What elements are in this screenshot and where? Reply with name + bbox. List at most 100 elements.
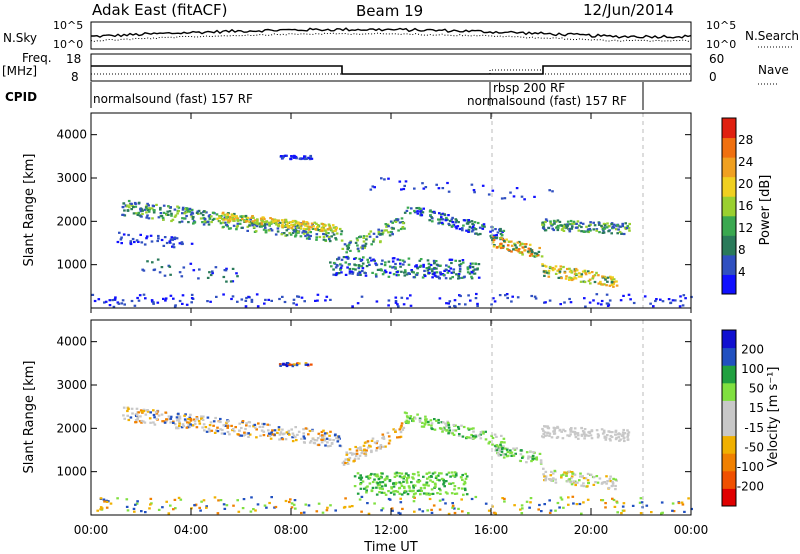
heatmap-cell	[157, 234, 160, 238]
heatmap-cell	[544, 265, 548, 268]
heatmap-cell	[521, 455, 525, 458]
heatmap-cell	[250, 496, 253, 499]
heatmap-cell	[400, 476, 404, 479]
heatmap-cell	[520, 449, 523, 452]
heatmap-cell	[535, 252, 539, 255]
heatmap-cell	[392, 273, 396, 276]
heatmap-cell	[175, 427, 178, 430]
heatmap-cell	[465, 229, 468, 232]
heatmap-cell	[528, 243, 532, 246]
heatmap-cell	[226, 424, 229, 427]
heatmap-cell	[406, 493, 410, 496]
heatmap-cell	[306, 222, 310, 225]
heatmap-cell	[370, 450, 373, 454]
heatmap-cell	[660, 512, 663, 515]
heatmap-cell	[244, 427, 247, 431]
heatmap-cell	[445, 264, 448, 267]
heatmap-cell	[570, 477, 573, 480]
heatmap-cell	[324, 239, 327, 242]
heatmap-cell	[438, 212, 441, 215]
heatmap-cell	[514, 244, 517, 247]
heatmap-cell	[415, 273, 419, 276]
heatmap-cell	[342, 256, 346, 259]
heatmap-cell	[419, 493, 422, 496]
heatmap-cell	[345, 451, 348, 454]
heatmap-cell	[407, 476, 411, 479]
heatmap-cell	[471, 228, 475, 232]
heatmap-cell	[185, 426, 189, 429]
heatmap-cell	[181, 217, 184, 220]
heatmap-cell	[324, 233, 328, 236]
heatmap-cell	[544, 425, 547, 428]
heatmap-cell	[169, 241, 172, 244]
heatmap-cell	[348, 448, 352, 451]
heatmap-cell	[430, 422, 434, 425]
heatmap-cell	[256, 503, 260, 506]
heatmap-cell	[560, 498, 564, 501]
heatmap-cell	[196, 418, 199, 421]
heatmap-cell	[503, 441, 506, 444]
heatmap-cell	[247, 432, 250, 435]
heatmap-cell	[580, 275, 583, 278]
heatmap-cell	[535, 458, 539, 461]
heatmap-cell	[478, 226, 482, 229]
heatmap-cell	[520, 504, 524, 507]
heatmap-cell	[216, 217, 219, 220]
heatmap-cell	[329, 430, 332, 433]
heatmap-cell	[290, 506, 294, 509]
heatmap-cell	[493, 234, 496, 237]
ytick-label: 2000	[56, 421, 87, 435]
heatmap-cell	[615, 436, 618, 439]
heatmap-cell	[388, 479, 392, 482]
heatmap-cell	[381, 487, 384, 491]
heatmap-cell	[354, 257, 358, 260]
heatmap-cell	[162, 297, 165, 300]
heatmap-cell	[144, 206, 148, 209]
heatmap-cell	[247, 220, 251, 223]
heatmap-cell	[145, 204, 148, 207]
heatmap-cell	[142, 420, 145, 423]
heatmap-cell	[372, 258, 375, 261]
heatmap-cell	[402, 303, 406, 306]
heatmap-cell	[411, 490, 414, 493]
heatmap-cell	[222, 424, 226, 427]
heatmap-cell	[385, 225, 388, 228]
heatmap-cell	[558, 506, 561, 509]
heatmap-cell	[370, 472, 373, 476]
heatmap-cell	[174, 214, 178, 217]
heatmap-cell	[387, 225, 390, 228]
heatmap-cell	[213, 217, 216, 220]
heatmap-cell	[149, 503, 152, 506]
heatmap-cell	[614, 438, 618, 441]
heatmap-cell	[281, 438, 284, 441]
heatmap-cell	[500, 197, 504, 200]
heatmap-cell	[381, 259, 384, 262]
heatmap-cell	[474, 434, 478, 437]
heatmap-cell	[451, 502, 454, 505]
heatmap-cell	[273, 506, 276, 509]
heatmap-cell	[567, 470, 571, 473]
heatmap-cell	[518, 244, 522, 247]
heatmap-cell	[542, 223, 546, 226]
heatmap-cell	[136, 500, 139, 503]
heatmap-cell	[371, 437, 375, 440]
heatmap-cell	[405, 412, 408, 415]
heatmap-cell	[540, 510, 543, 513]
heatmap-cell	[611, 482, 615, 485]
heatmap-cell	[582, 501, 585, 504]
heatmap-cell	[449, 277, 452, 280]
heatmap-cell	[247, 295, 250, 298]
heatmap-cell	[622, 509, 626, 512]
heatmap-cell	[492, 236, 495, 239]
heatmap-cell	[152, 301, 155, 304]
heatmap-cell	[430, 492, 433, 496]
freq-tick-low: 8	[71, 70, 79, 84]
heatmap-cell	[556, 228, 560, 232]
heatmap-cell	[551, 190, 554, 193]
heatmap-cell	[585, 225, 588, 228]
heatmap-cell	[472, 189, 476, 192]
heatmap-cell	[225, 280, 228, 283]
heatmap-cell	[404, 420, 408, 423]
heatmap-cell	[102, 498, 106, 501]
heatmap-cell	[388, 271, 392, 274]
